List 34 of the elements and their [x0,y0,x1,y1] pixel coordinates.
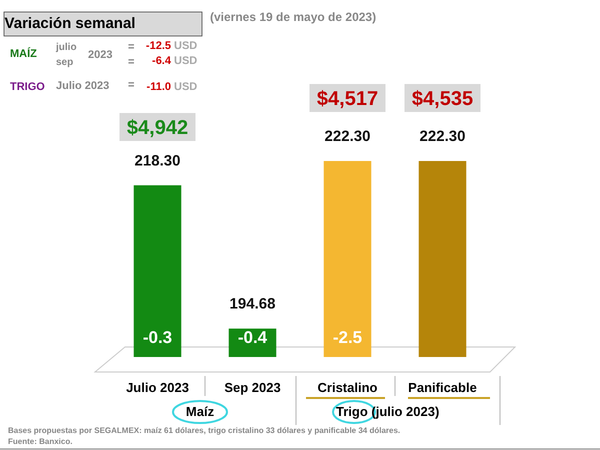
x-tick-label: Panificable [408,380,477,395]
x-tick-label: Sep 2023 [224,380,281,395]
text: Bases propuestas por SEGALMEX: maíz 61 dólares, trigo cristalino 33 dólares y panificable 34 dólares. [8,426,400,435]
data-label: 222.30 [420,128,466,145]
text: = [128,79,134,91]
text: sep [56,57,74,68]
text: MAÍZ [10,47,38,60]
data-label: 218.30 [134,152,180,170]
text: $4,535 [412,88,474,110]
text: USD [174,81,198,93]
text: TRIGO [10,81,46,93]
source-note: Fuente: Banxico. [8,437,72,446]
text: = [128,41,134,53]
text: USD [174,55,198,67]
text: $4,942 [126,117,188,139]
x-tick-label: Julio 2023 [126,380,189,395]
annotation: -0.4 [238,328,268,347]
text: Variación semanal [4,15,136,32]
text: Maíz [186,404,215,419]
chart-subtitle: (viernes 19 de mayo de 2023) [210,10,376,24]
annotation: -0.3 [142,328,172,347]
text: -12.5 [146,40,171,52]
text: -6.4 [152,55,172,67]
text: 2023 [88,49,112,61]
x-tick-label: Cristalino [318,380,378,395]
text: julio [55,42,77,53]
text: = [128,56,134,68]
data-label: 222.30 [324,128,370,145]
text: $4,517 [316,88,378,110]
annotation: -2.5 [332,328,362,347]
text: -11.0 [146,81,171,93]
text: USD [174,40,198,52]
text: Julio 2023 [56,80,110,92]
data-label: 194.68 [230,296,276,313]
